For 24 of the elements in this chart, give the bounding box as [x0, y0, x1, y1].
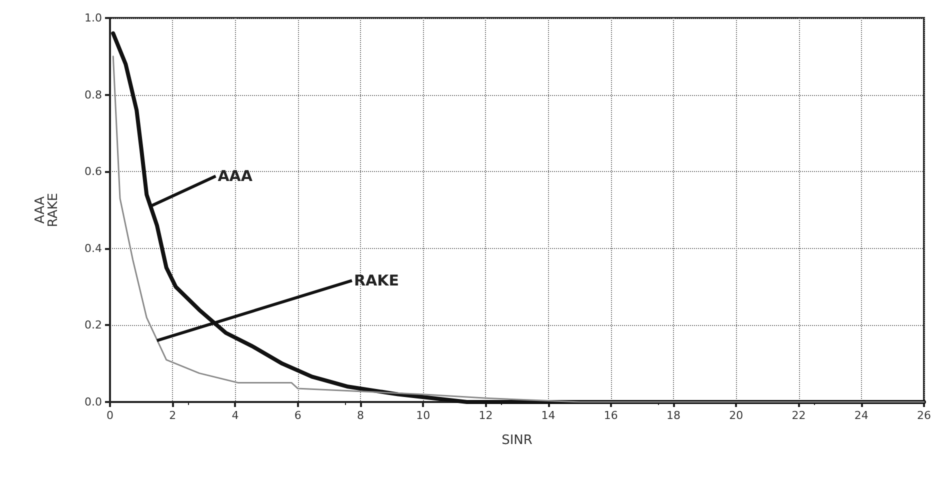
x-tick-label: 0 — [106, 409, 114, 422]
x-tick-label: 4 — [232, 409, 239, 422]
x-tick-label: 18 — [666, 409, 681, 422]
y-tick-label: 0.8 — [84, 88, 102, 102]
annotation: RAKE — [354, 272, 399, 290]
y-tick-label: 1.0 — [84, 12, 102, 24]
x-tick-label: 20 — [729, 409, 744, 422]
x-tick-label: 12 — [478, 409, 493, 422]
x-tick-label: 22 — [792, 409, 806, 422]
x-tick-label: 8 — [356, 409, 364, 422]
x-axis-title: SINR — [502, 433, 532, 448]
x-tick-label: 2 — [169, 409, 176, 422]
x-tick-label: 16 — [604, 409, 618, 422]
y-tick-label: 0.6 — [84, 165, 102, 178]
x-tick-label: 6 — [294, 409, 302, 422]
y-tick-label: 0.2 — [84, 318, 102, 332]
x-tick-label: 26 — [917, 409, 931, 422]
y-tick-label: 0.0 — [84, 396, 102, 408]
y-axis-title: AAA RAKE — [33, 192, 61, 228]
y-tick-label: 0.4 — [84, 242, 102, 255]
x-tick-label: 10 — [416, 409, 430, 422]
x-tick-label: 14 — [541, 409, 556, 422]
annotation: AAA — [218, 167, 253, 186]
x-tick-label: 24 — [854, 409, 868, 422]
